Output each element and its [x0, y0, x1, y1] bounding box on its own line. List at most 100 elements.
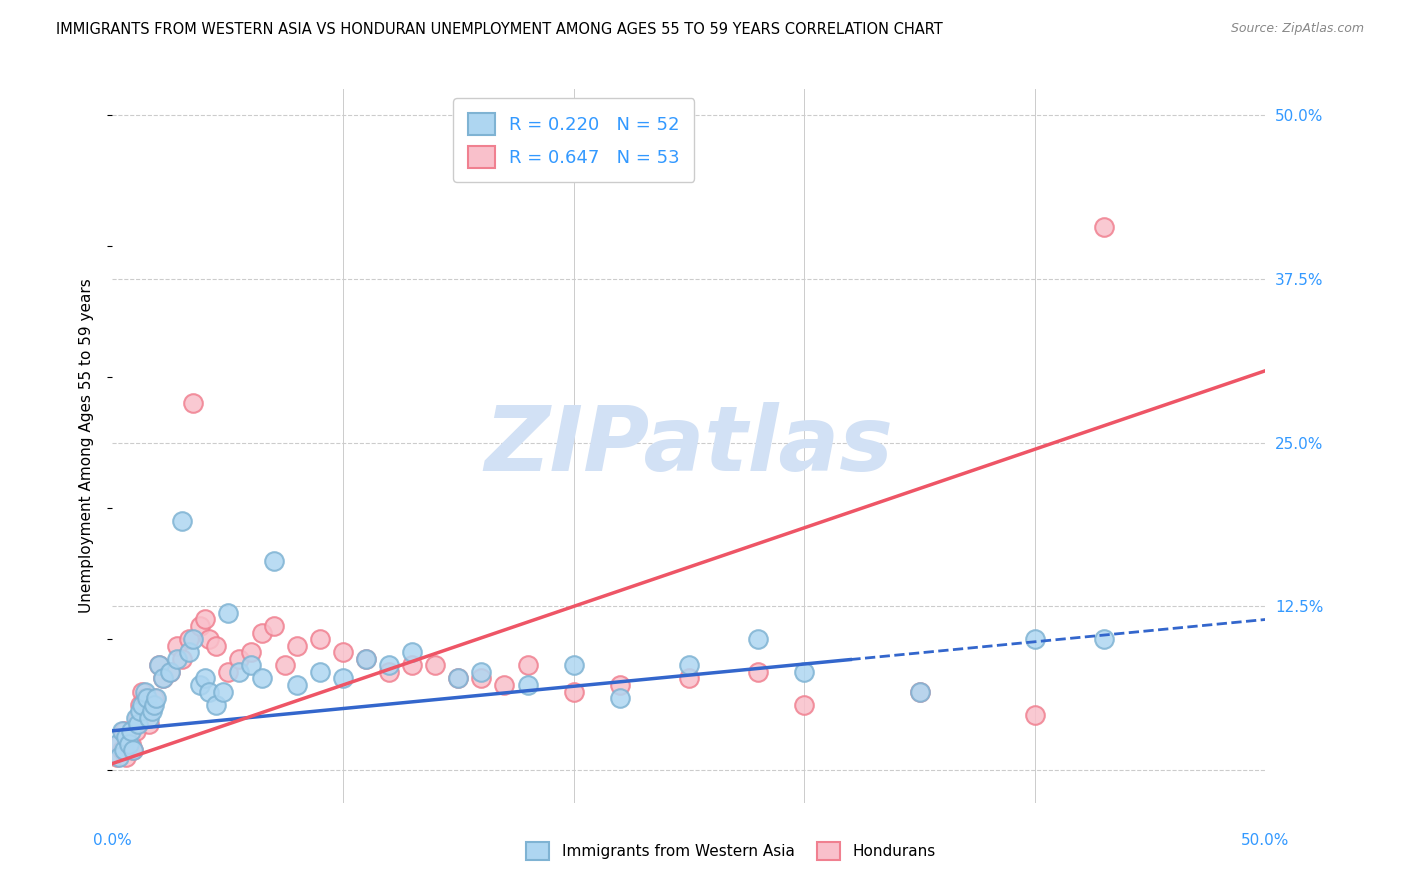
Point: [170, 514, 193, 528]
Point: [141, 698, 163, 712]
Point: [252, 672, 274, 686]
Point: [111, 743, 134, 757]
Point: [205, 639, 228, 653]
Point: [212, 684, 235, 698]
Point: [117, 731, 139, 745]
Point: [145, 691, 167, 706]
Point: [908, 684, 931, 698]
Point: [170, 652, 193, 666]
Point: [678, 672, 700, 686]
Point: [793, 665, 815, 679]
Point: [127, 711, 149, 725]
Point: [747, 665, 769, 679]
Legend: R = 0.220   N = 52, R = 0.647   N = 53: R = 0.220 N = 52, R = 0.647 N = 53: [453, 98, 695, 182]
Point: [447, 672, 470, 686]
Point: [239, 645, 262, 659]
Point: [470, 672, 492, 686]
Point: [122, 743, 145, 757]
Point: [609, 678, 631, 692]
Point: [112, 723, 135, 738]
Text: 50.0%: 50.0%: [1241, 833, 1289, 848]
Point: [470, 665, 492, 679]
Point: [447, 672, 470, 686]
Point: [117, 737, 139, 751]
Point: [908, 684, 931, 698]
Point: [678, 658, 700, 673]
Point: [228, 665, 250, 679]
Point: [263, 619, 285, 633]
Point: [181, 632, 204, 647]
Point: [159, 665, 181, 679]
Point: [516, 658, 538, 673]
Text: IMMIGRANTS FROM WESTERN ASIA VS HONDURAN UNEMPLOYMENT AMONG AGES 55 TO 59 YEARS : IMMIGRANTS FROM WESTERN ASIA VS HONDURAN…: [56, 22, 943, 37]
Point: [425, 658, 447, 673]
Point: [793, 698, 815, 712]
Point: [177, 645, 200, 659]
Point: [1092, 219, 1115, 234]
Point: [166, 639, 188, 653]
Point: [159, 665, 181, 679]
Point: [127, 717, 149, 731]
Point: [131, 684, 153, 698]
Point: [285, 678, 308, 692]
Point: [105, 750, 128, 764]
Point: [747, 632, 769, 647]
Point: [609, 691, 631, 706]
Point: [194, 612, 217, 626]
Point: [205, 698, 228, 712]
Point: [332, 645, 354, 659]
Point: [152, 672, 174, 686]
Point: [115, 750, 138, 764]
Point: [332, 672, 354, 686]
Point: [143, 691, 166, 706]
Point: [217, 665, 239, 679]
Point: [124, 723, 146, 738]
Point: [122, 743, 145, 757]
Point: [309, 665, 332, 679]
Point: [143, 698, 166, 712]
Point: [108, 737, 131, 751]
Y-axis label: Unemployment Among Ages 55 to 59 years: Unemployment Among Ages 55 to 59 years: [79, 278, 94, 614]
Point: [1092, 632, 1115, 647]
Point: [378, 665, 401, 679]
Point: [111, 723, 134, 738]
Point: [516, 678, 538, 692]
Point: [177, 632, 200, 647]
Point: [152, 672, 174, 686]
Point: [129, 704, 152, 718]
Point: [354, 652, 377, 666]
Point: [134, 691, 156, 706]
Text: Source: ZipAtlas.com: Source: ZipAtlas.com: [1230, 22, 1364, 36]
Point: [136, 691, 159, 706]
Point: [562, 684, 585, 698]
Point: [138, 717, 160, 731]
Point: [108, 750, 131, 764]
Point: [239, 658, 262, 673]
Point: [148, 658, 170, 673]
Point: [148, 658, 170, 673]
Point: [134, 684, 156, 698]
Point: [124, 711, 146, 725]
Point: [309, 632, 332, 647]
Point: [181, 396, 204, 410]
Point: [105, 737, 128, 751]
Point: [1024, 632, 1046, 647]
Point: [263, 553, 285, 567]
Point: [198, 684, 221, 698]
Point: [188, 619, 211, 633]
Text: 0.0%: 0.0%: [93, 833, 132, 848]
Point: [252, 625, 274, 640]
Point: [217, 606, 239, 620]
Point: [136, 704, 159, 718]
Point: [194, 672, 217, 686]
Point: [138, 711, 160, 725]
Point: [228, 652, 250, 666]
Point: [198, 632, 221, 647]
Point: [120, 737, 142, 751]
Point: [378, 658, 401, 673]
Text: ZIPatlas: ZIPatlas: [485, 402, 893, 490]
Point: [274, 658, 297, 673]
Point: [562, 658, 585, 673]
Point: [115, 731, 138, 745]
Point: [112, 743, 135, 757]
